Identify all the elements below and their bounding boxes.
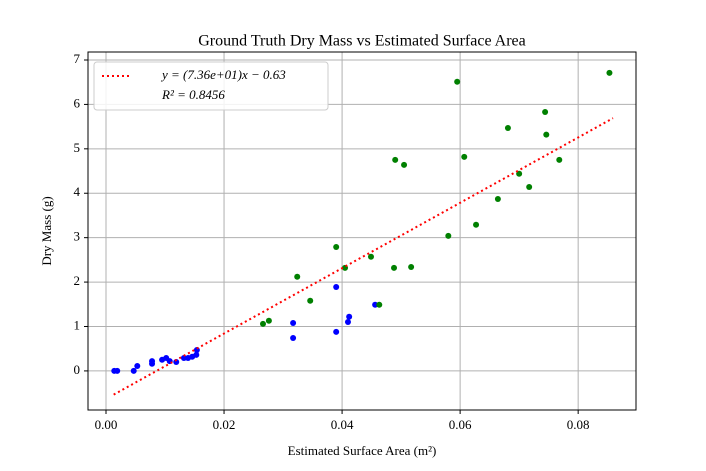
plot-frame <box>87 51 637 411</box>
point <box>401 161 408 168</box>
point <box>516 170 523 177</box>
y-axis-label: Dry Mass (g) <box>39 196 54 265</box>
x-tick-label: 0.08 <box>567 417 590 432</box>
y-tick-label: 4 <box>74 184 81 199</box>
point <box>333 243 340 250</box>
point <box>542 108 549 115</box>
y-tick-label: 3 <box>74 229 81 244</box>
point <box>606 69 613 76</box>
point <box>494 196 501 203</box>
point <box>130 367 137 374</box>
point <box>376 301 383 308</box>
point <box>473 221 480 228</box>
point <box>543 131 550 138</box>
y-tick-label: 1 <box>74 317 81 332</box>
point <box>333 328 340 335</box>
point <box>290 319 297 326</box>
x-tick-label: 0.04 <box>331 417 354 432</box>
point <box>445 232 452 239</box>
point <box>461 153 468 160</box>
point <box>454 78 461 85</box>
chart-title: Ground Truth Dry Mass vs Estimated Surfa… <box>198 33 526 50</box>
point <box>392 156 399 163</box>
point <box>173 359 180 366</box>
point <box>333 283 340 290</box>
x-tick-label: 0.00 <box>95 417 118 432</box>
point <box>368 253 375 260</box>
annotation: R² = 0.8456 <box>161 87 225 102</box>
point <box>259 320 266 327</box>
y-tick-label: 0 <box>74 362 81 377</box>
point <box>149 358 156 365</box>
y-tick-label: 7 <box>74 51 81 66</box>
x-tick-label: 0.06 <box>449 417 472 432</box>
point <box>294 273 301 280</box>
point <box>408 263 415 270</box>
legend-box <box>93 61 329 111</box>
fit-line <box>113 117 614 396</box>
point <box>114 367 121 374</box>
point <box>526 184 533 191</box>
point <box>372 301 379 308</box>
point <box>193 351 200 358</box>
y-tick-label: 5 <box>74 140 81 155</box>
point <box>265 317 272 324</box>
x-tick-label: 0.02 <box>213 417 236 432</box>
y-tick-label: 6 <box>74 95 81 110</box>
point <box>344 319 351 326</box>
point <box>307 297 314 304</box>
point <box>346 313 353 320</box>
point <box>391 264 398 271</box>
point <box>556 156 563 163</box>
x-axis-label: Estimated Surface Area (m²) <box>288 443 437 458</box>
y-tick-label: 2 <box>74 273 81 288</box>
point <box>180 355 187 362</box>
point <box>134 363 141 370</box>
legend-label: y = (7.36e+01)x − 0.63 <box>160 67 286 82</box>
point <box>504 124 511 131</box>
point <box>290 335 297 342</box>
